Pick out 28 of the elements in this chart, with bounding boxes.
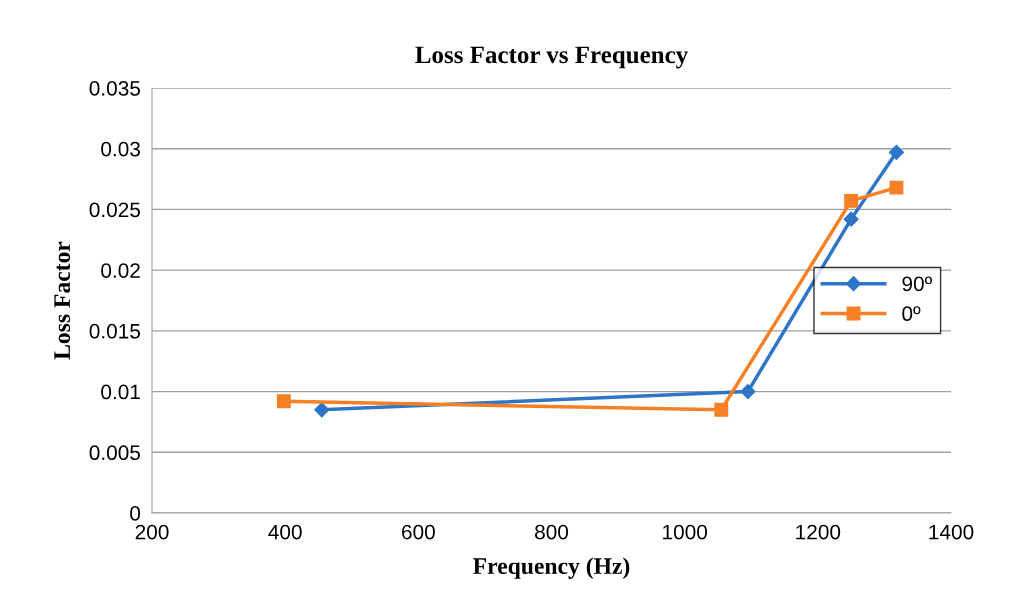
- x-tick-label: 1200: [796, 524, 841, 540]
- point: [314, 402, 330, 418]
- y-tick-label: 0.03: [101, 141, 140, 157]
- y-tick-label: 0.02: [101, 263, 140, 278]
- y-tick-label: 0.025: [89, 202, 141, 218]
- point: [889, 180, 904, 195]
- legend-label: 90º: [902, 276, 932, 292]
- point: [888, 144, 904, 160]
- x-tick-label: 400: [268, 524, 302, 540]
- y-tick-label: 0.035: [89, 81, 141, 96]
- y-tick-label: 0.005: [89, 445, 141, 461]
- y-tick-label: 0.015: [89, 323, 141, 339]
- point: [740, 384, 756, 400]
- point: [843, 211, 859, 227]
- point: [276, 394, 291, 409]
- legend-label: 0º: [902, 306, 921, 322]
- x-tick-label: 1000: [663, 524, 708, 540]
- x-tick-label: 600: [402, 524, 435, 540]
- point: [844, 193, 859, 208]
- x-tick-label: 200: [135, 524, 169, 540]
- point: [714, 402, 729, 417]
- chart-title: Loss Factor vs Frequency: [415, 46, 688, 69]
- x-tick-label: 1400: [929, 524, 974, 540]
- x-axis-title: Frequency (Hz): [473, 557, 630, 579]
- x-tick-label: 800: [535, 524, 569, 540]
- y-axis-title: Loss Factor: [54, 241, 71, 360]
- y-tick-label: 0: [130, 506, 141, 521]
- y-tick-label: 0.01: [101, 384, 140, 400]
